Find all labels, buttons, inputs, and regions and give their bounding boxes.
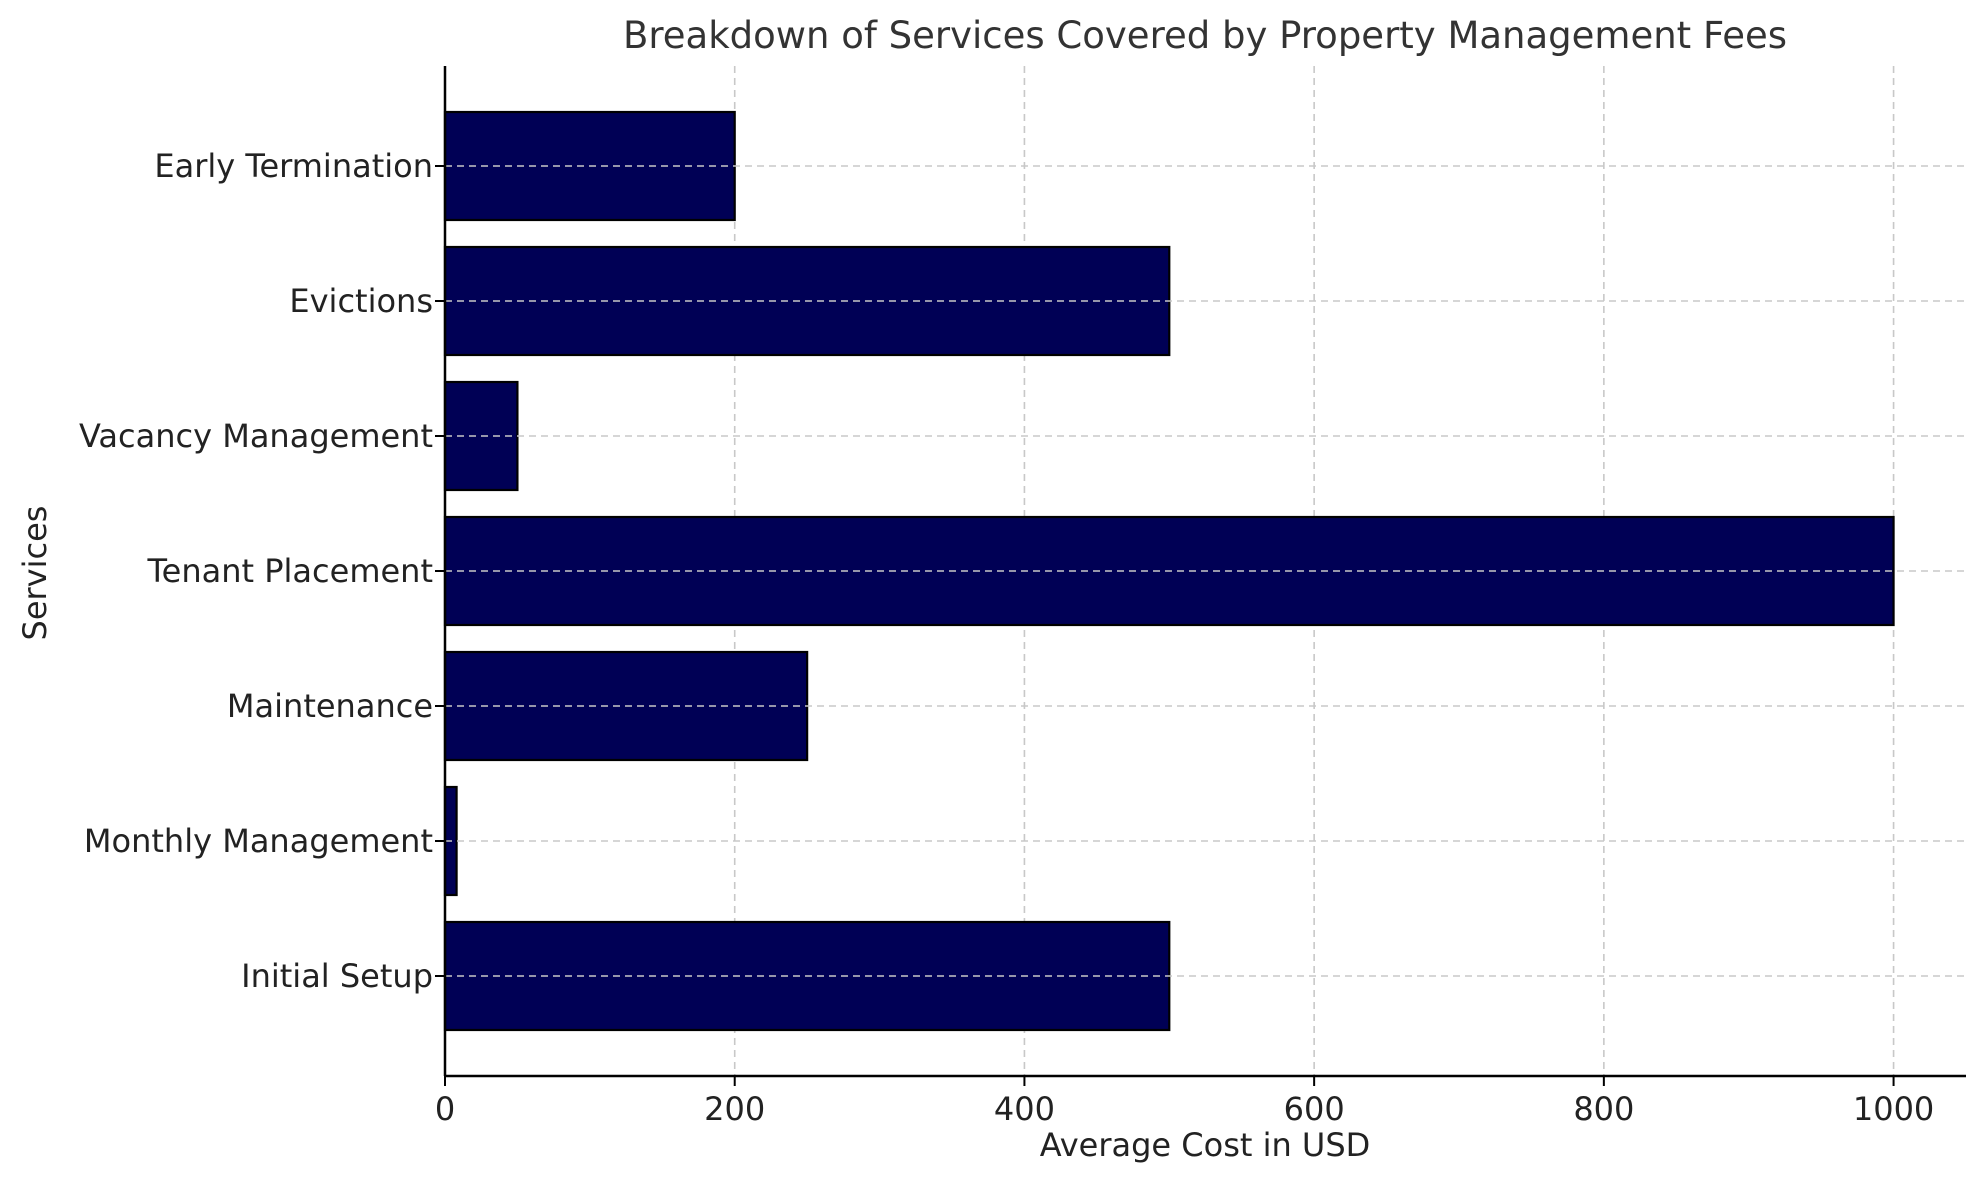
y-tick-label: Monthly Management: [84, 822, 433, 860]
y-axis-label: Services: [16, 506, 54, 641]
x-tick-label: 400: [994, 1090, 1055, 1128]
y-tick-label: Vacancy Management: [79, 417, 433, 455]
y-ticks-layer: Initial Setup Monthly Management Maintenan…: [79, 147, 445, 995]
y-tick-label: Initial Setup: [241, 957, 433, 995]
y-tick-label: Early Termination: [154, 147, 433, 185]
chart-title: Breakdown of Services Covered by Propert…: [623, 14, 1787, 57]
horizontal-grid-layer: [445, 165, 1966, 977]
y-tick-label: Tenant Placement: [147, 552, 433, 590]
x-tick-label: 800: [1573, 1090, 1634, 1128]
x-tick-label: 0: [435, 1090, 455, 1128]
x-axis-label: Average Cost in USD: [1040, 1126, 1371, 1164]
x-tick-label: 600: [1284, 1090, 1345, 1128]
x-tick-label: 1000: [1853, 1090, 1934, 1128]
y-tick-label: Maintenance: [227, 687, 433, 725]
x-ticks-layer: 0 200 400 600 800 1000: [435, 1076, 1934, 1128]
y-tick-label: Evictions: [289, 282, 433, 320]
x-tick-label: 200: [704, 1090, 765, 1128]
